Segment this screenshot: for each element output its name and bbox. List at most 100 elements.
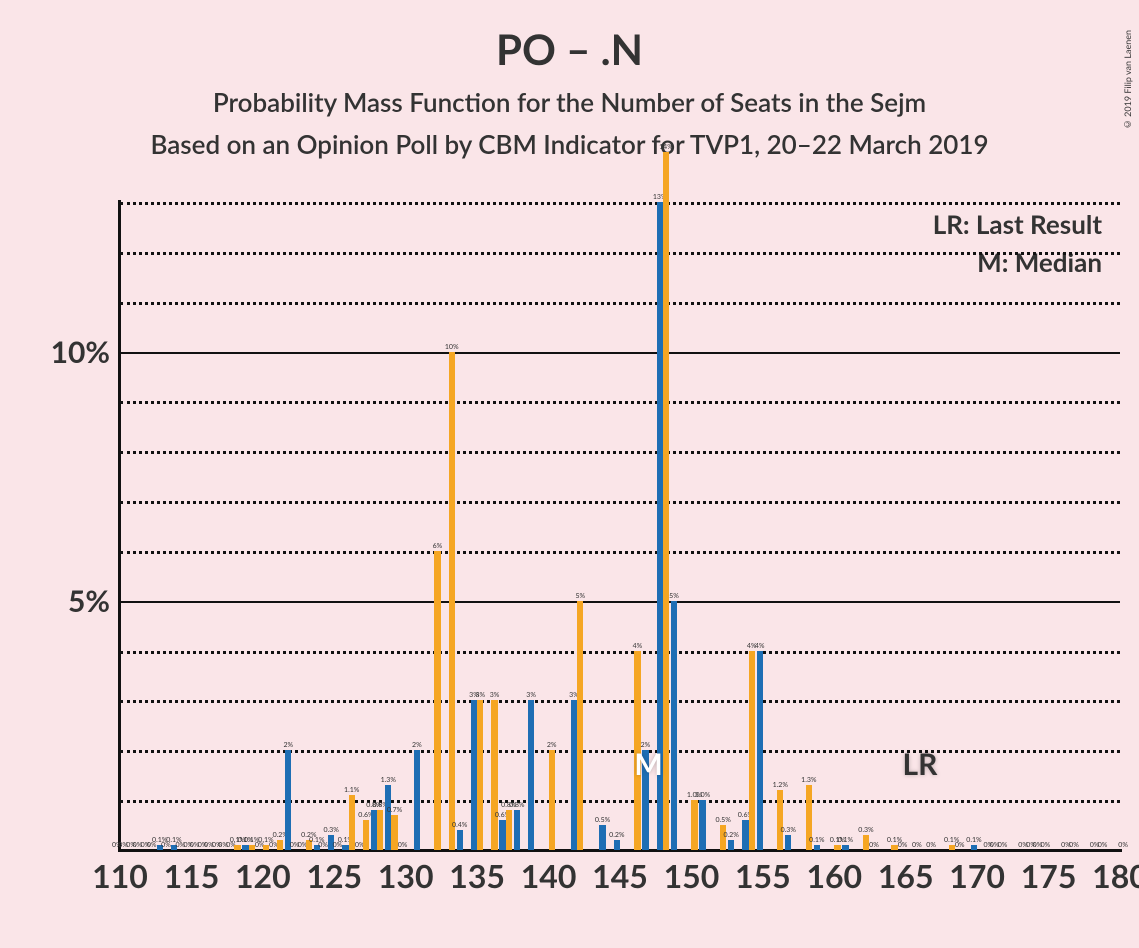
bar-series1: 0.2%: [614, 840, 620, 850]
bar-value-label: 0%: [318, 841, 328, 849]
bar-value-label: 0.1%: [809, 836, 824, 844]
x-tick-label: 110: [92, 856, 148, 895]
bar-value-label: 0.5%: [595, 816, 610, 824]
bar-value-label: 6%: [433, 542, 443, 550]
bar-series2: 5%: [577, 601, 583, 850]
bar-value-label: 2%: [412, 741, 422, 749]
bar-value-label: 0%: [912, 841, 922, 849]
bar-series2: 0.2%: [277, 840, 283, 850]
y-tick-label: 10%: [51, 334, 110, 370]
bar-series2: 4%: [749, 651, 755, 850]
x-tick-label: 170: [949, 856, 1005, 895]
bar-value-label: 4%: [633, 642, 643, 650]
bar-series1: 1.0%: [699, 800, 705, 850]
bar-value-label: 1.3%: [381, 776, 396, 784]
bar-series1: 0.5%: [599, 825, 605, 850]
bars-container: 0%0%0%0%0%0%0.1%0%0.1%0%0%0%0%0%0%0%0%0.…: [120, 202, 1120, 850]
bar-series2: 1.0%: [691, 800, 697, 850]
bar-series1: 3%: [528, 700, 534, 850]
bar-series2: 1.2%: [777, 790, 783, 850]
chart-area: LR: Last Result M: Median 5%10% 0%0%0%0%…: [120, 202, 1120, 850]
bar-value-label: 0%: [1069, 841, 1079, 849]
bar-value-label: 0.2%: [609, 831, 624, 839]
bar-value-label: 0%: [1118, 841, 1128, 849]
x-tick-label: 165: [878, 856, 934, 895]
bar-series2: 0.8%: [506, 810, 512, 850]
bar-series1: 2%: [414, 750, 420, 850]
bar-value-label: 0.3%: [781, 826, 796, 834]
copyright-text: © 2019 Filip van Laenen: [1122, 30, 1133, 130]
bar-series1: 5%: [671, 601, 677, 850]
x-tick-label: 150: [664, 856, 720, 895]
bar-series2: 3%: [491, 700, 497, 850]
bar-series1: 0.2%: [728, 840, 734, 850]
bar-value-label: 1.0%: [695, 791, 710, 799]
bar-series2: 3%: [477, 700, 483, 850]
bar-value-label: 0.3%: [323, 826, 338, 834]
bar-series2: 0.6%: [363, 820, 369, 850]
y-tick-label: 5%: [68, 583, 110, 619]
bar-value-label: 0%: [898, 841, 908, 849]
bar-series2: 0.1%: [234, 845, 240, 850]
x-tick-label: 135: [449, 856, 505, 895]
x-tick-label: 155: [735, 856, 791, 895]
bar-series2: 2%: [549, 750, 555, 850]
bar-series1: 0.3%: [785, 835, 791, 850]
bar-series2: 0.8%: [377, 810, 383, 850]
bar-value-label: 1.3%: [801, 776, 816, 784]
bar-value-label: 2%: [283, 741, 293, 749]
bar-value-label: 0.8%: [509, 801, 524, 809]
bar-value-label: 3%: [490, 691, 500, 699]
x-tick-label: 120: [235, 856, 291, 895]
bar-value-label: 3%: [475, 691, 485, 699]
bar-series2: 6%: [434, 551, 440, 850]
bar-value-label: 0%: [398, 841, 408, 849]
bar-value-label: 0.2%: [723, 831, 738, 839]
bar-series1: 0.1%: [842, 845, 848, 850]
bar-value-label: 0.7%: [387, 806, 402, 814]
x-tick-label: 145: [592, 856, 648, 895]
x-axis-labels: 1101151201251301351401451501551601651701…: [120, 856, 1120, 900]
bar-value-label: 0%: [869, 841, 879, 849]
chart-title: PO – .N: [0, 24, 1139, 74]
median-marker: M: [634, 746, 662, 782]
plot-region: 0%0%0%0%0%0%0.1%0%0.1%0%0%0%0%0%0%0%0%0.…: [120, 202, 1120, 850]
bar-value-label: 0.1%: [966, 836, 981, 844]
bar-value-label: 0.1%: [838, 836, 853, 844]
bar-value-label: 5%: [669, 592, 679, 600]
bar-value-label: 14%: [659, 143, 673, 151]
bar-series2: 14%: [663, 152, 669, 850]
x-tick-label: 125: [306, 856, 362, 895]
bar-series2: 0.1%: [834, 845, 840, 850]
bar-series1: 0.1%: [971, 845, 977, 850]
bar-value-label: 4%: [755, 642, 765, 650]
x-tick-label: 115: [164, 856, 220, 895]
bar-series1: 0.4%: [457, 830, 463, 850]
bar-value-label: 10%: [445, 343, 459, 351]
bar-value-label: 0%: [998, 841, 1008, 849]
x-tick-label: 180: [1092, 856, 1139, 895]
bar-value-label: 0%: [1098, 841, 1108, 849]
bar-value-label: 5%: [575, 592, 585, 600]
bar-series1: 2%: [285, 750, 291, 850]
bar-value-label: 0%: [926, 841, 936, 849]
bar-value-label: 3%: [526, 691, 536, 699]
bar-series1: 4%: [757, 651, 763, 850]
bar-value-label: 0.3%: [858, 826, 873, 834]
bar-value-label: 0.4%: [452, 821, 467, 829]
bar-value-label: 1.1%: [344, 786, 359, 794]
bar-value-label: 0%: [1041, 841, 1051, 849]
last-result-marker: LR: [903, 746, 938, 782]
x-tick-label: 130: [378, 856, 434, 895]
bar-value-label: 2%: [547, 741, 557, 749]
bar-value-label: 0%: [955, 841, 965, 849]
x-tick-label: 140: [521, 856, 577, 895]
x-tick-label: 175: [1021, 856, 1077, 895]
bar-series1: 0.8%: [514, 810, 520, 850]
chart-subtitle-1: Probability Mass Function for the Number…: [0, 86, 1139, 118]
bar-value-label: 1.2%: [773, 781, 788, 789]
bar-series1: 0.1%: [814, 845, 820, 850]
bar-series2: 10%: [449, 352, 455, 850]
chart-subtitle-2: Based on an Opinion Poll by CBM Indicato…: [0, 128, 1139, 160]
y-axis-labels: 5% 10%: [34, 202, 110, 850]
